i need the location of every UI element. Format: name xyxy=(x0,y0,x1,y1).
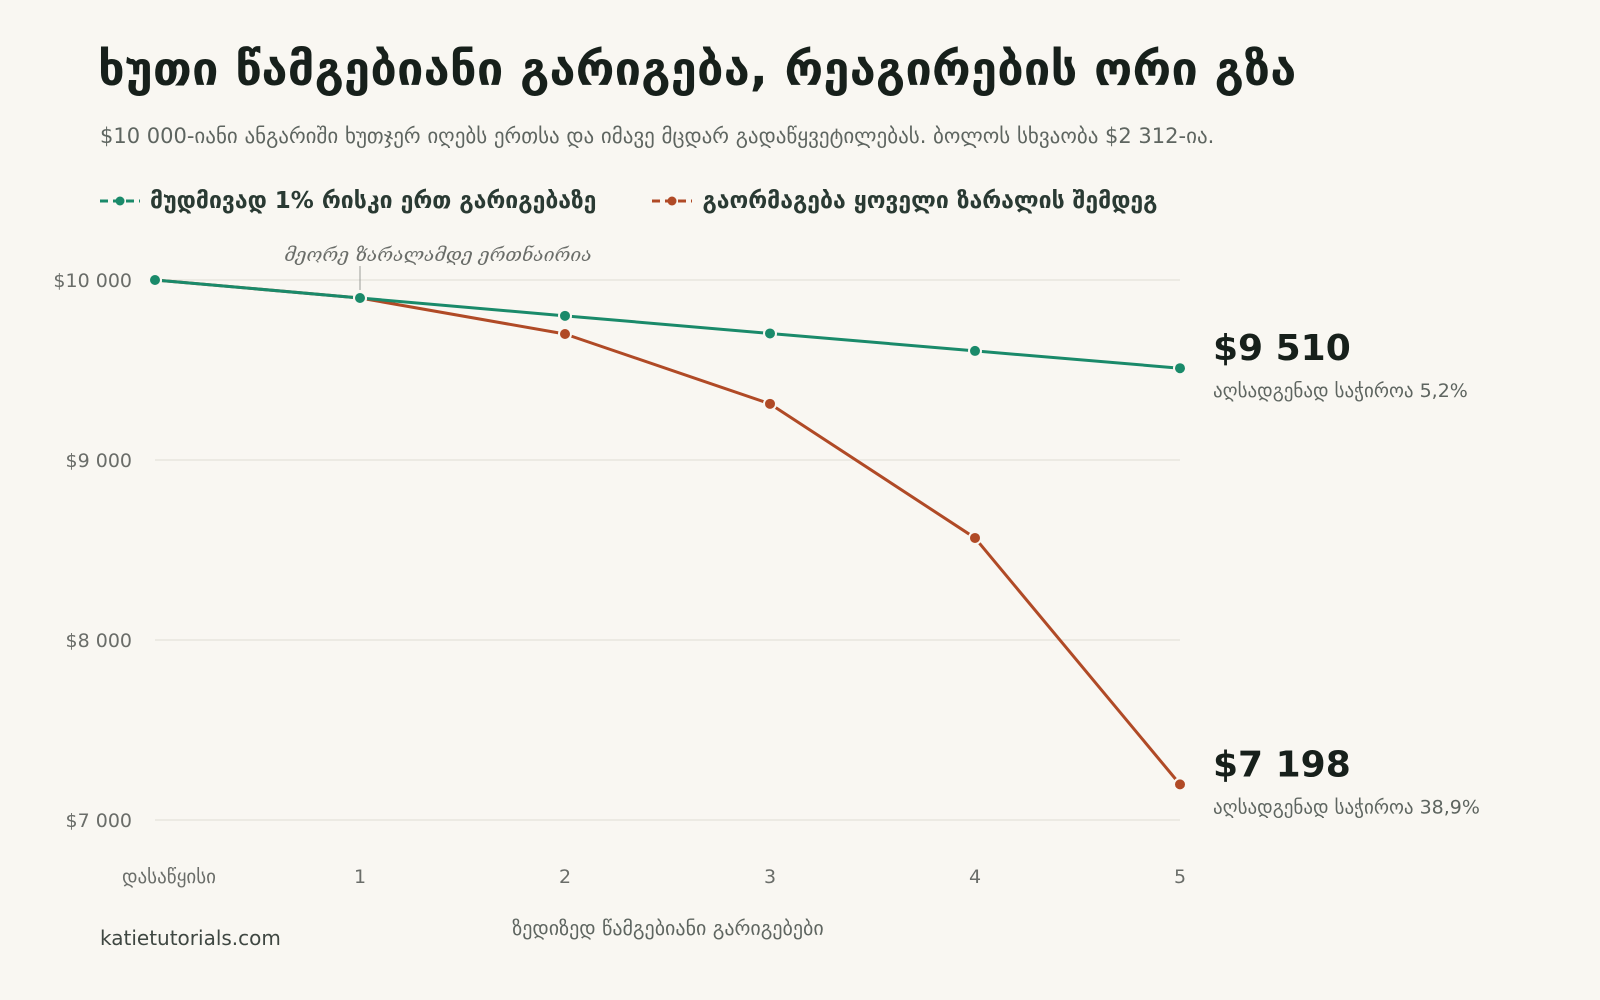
data-point-steady xyxy=(148,273,162,287)
data-point-doubling xyxy=(763,396,777,411)
y-tick-label: $8 000 xyxy=(66,630,132,652)
legend-steady-swatch-icon xyxy=(100,196,140,206)
data-point-steady xyxy=(763,326,777,341)
legend-doubling-swatch-icon xyxy=(652,196,693,206)
data-point-steady xyxy=(1173,361,1187,376)
doubling-end-value: $7 198 xyxy=(1213,744,1351,785)
annotation-layer: მეორე ზარალამდე ერთნაირია xyxy=(284,244,592,290)
x-tick-label: 3 xyxy=(764,866,776,888)
x-tick-label: 5 xyxy=(1174,866,1186,888)
legend-item-doubling: გაორმაგება ყოველი ზარალის შემდეგ xyxy=(652,188,1157,214)
chart-title: ხუთი წამგებიანი გარიგება, რეაგირების ორი… xyxy=(98,42,1297,97)
doubling-end-note: აღსადგენად საჭიროა 38,9% xyxy=(1213,796,1480,818)
series-layer xyxy=(148,273,1187,792)
x-tick-label: 2 xyxy=(559,866,571,888)
legend-item-steady: მუდმივად 1% რისკი ერთ გარიგებაზე xyxy=(100,188,596,214)
data-point-doubling xyxy=(1173,777,1187,792)
annotation-text: მეორე ზარალამდე ერთნაირია xyxy=(284,244,591,266)
legend-doubling-label: გაორმაგება ყოველი ზარალის შემდეგ xyxy=(702,188,1158,214)
data-point-steady xyxy=(558,308,572,323)
series-line-steady xyxy=(153,278,1182,370)
legend-steady-label: მუდმივად 1% რისკი ერთ გარიგებაზე xyxy=(150,188,597,214)
source-credit: katietutorials.com xyxy=(100,926,281,950)
legend: მუდმივად 1% რისკი ერთ გარიგებაზე გაორმაგ… xyxy=(100,188,1213,214)
y-tick-label: $9 000 xyxy=(66,450,132,472)
x-tick-label: დასაწყისი xyxy=(122,866,216,888)
y-axis: $10 000 $9 000 $8 000 $7 000 xyxy=(53,270,132,832)
x-tick-label: 1 xyxy=(354,866,366,888)
steady-end-value: $9 510 xyxy=(1213,328,1351,369)
y-tick-label: $7 000 xyxy=(66,810,132,832)
x-tick-label: 4 xyxy=(969,866,981,888)
end-labels: $9 510 აღსადგენად საჭიროა 5,2% $7 198 აღ… xyxy=(1213,328,1480,818)
data-point-doubling xyxy=(968,530,982,545)
data-point-steady xyxy=(353,291,367,305)
data-point-doubling xyxy=(558,327,572,341)
chart-subtitle: $10 000-იანი ანგარიში ხუთჯერ იღებს ერთსა… xyxy=(100,124,1215,148)
data-point-steady xyxy=(968,343,982,358)
steady-end-note: აღსადგენად საჭიროა 5,2% xyxy=(1213,380,1468,402)
x-axis-label: ზედიზედ წამგებიანი გარიგებები xyxy=(512,916,824,940)
grid-layer xyxy=(155,279,1180,821)
x-axis: დასაწყისი 1 2 3 4 5 xyxy=(122,866,1186,888)
y-tick-label: $10 000 xyxy=(53,270,132,292)
